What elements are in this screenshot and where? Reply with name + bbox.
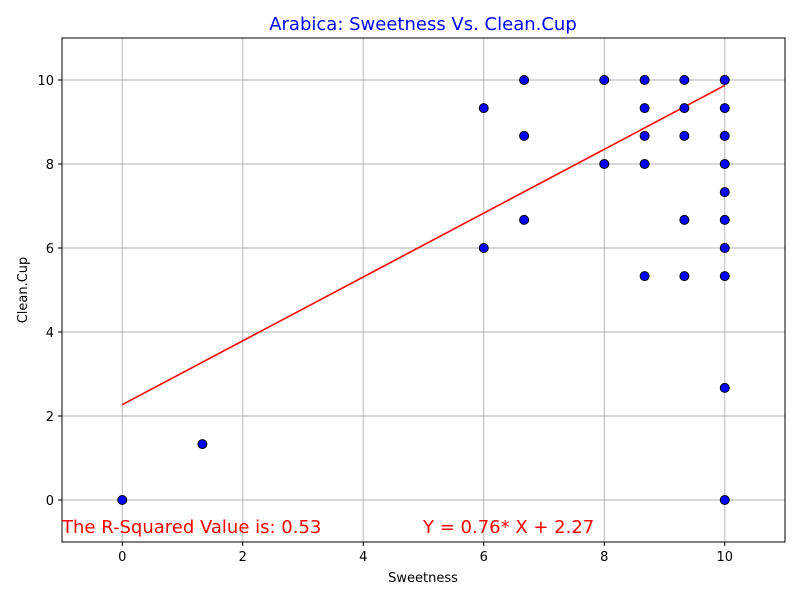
axis-ticks: 0 2 4 6 8 10 0 2 4 6 8 10 [37,74,733,565]
data-point [719,159,730,169]
plot-frame [61,37,786,543]
data-point [519,130,530,141]
data-point [719,214,730,225]
data-point [639,130,650,141]
data-point [639,103,650,114]
data-point [599,75,610,85]
data-point [117,495,128,505]
data-point [478,103,489,114]
data-point [719,75,730,85]
data-point [719,103,730,114]
x-tick-label: 6 [480,550,488,565]
y-tick-label: 0 [46,494,54,509]
x-tick-label: 8 [600,550,608,565]
data-point [679,103,690,114]
data-point [478,243,489,253]
y-tick-label: 10 [37,74,54,89]
data-point [599,159,610,169]
regression-line-group [121,84,726,406]
data-point [719,382,730,393]
y-tick-label: 2 [46,410,54,425]
r-squared-annotation: The R-Squared Value is: 0.53 [61,517,321,538]
data-point [679,75,690,85]
x-tick-label: 10 [716,550,733,565]
data-point [197,439,208,450]
data-point [679,271,690,282]
data-point [639,75,650,85]
x-tick-label: 2 [239,550,247,565]
y-tick-label: 4 [46,326,54,341]
data-point [719,271,730,282]
regression-line [121,84,726,406]
y-tick-label: 6 [46,242,54,257]
x-tick-label: 4 [359,550,367,565]
data-point [639,159,650,169]
data-point [519,214,530,225]
chart-title: Arabica: Sweetness Vs. Clean.Cup [269,14,577,35]
y-axis-label: Clean.Cup [16,257,31,324]
grid [62,38,785,542]
x-tick-label: 0 [118,550,126,565]
y-tick-label: 8 [46,158,54,173]
data-point [719,495,730,505]
scatter-points [117,75,730,505]
data-point [719,130,730,141]
data-point [719,187,730,198]
data-point [519,75,530,85]
data-point [679,214,690,225]
x-axis-label: Sweetness [388,571,458,586]
regression-equation-annotation: Y = 0.76* X + 2.27 [422,517,594,538]
data-point [639,271,650,282]
data-point [679,130,690,141]
data-point [719,243,730,253]
